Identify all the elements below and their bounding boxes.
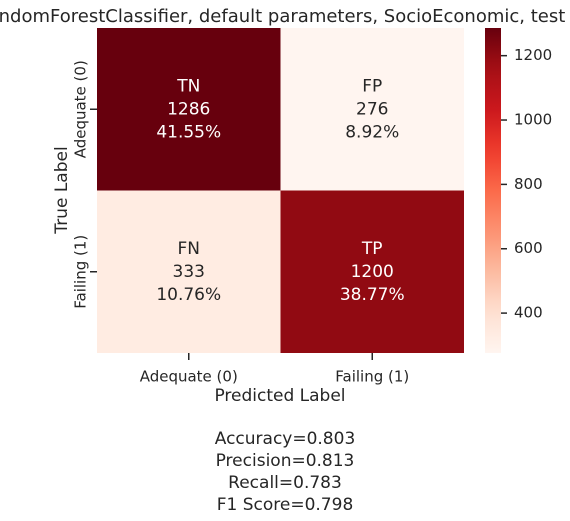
colorbar-tick-label: 1200 <box>514 46 552 64</box>
cell-value: 276 <box>356 99 388 119</box>
colorbar-tick-label: 1000 <box>514 111 552 129</box>
cell-label: FP <box>362 76 382 96</box>
y-tick-label: Failing (1) <box>72 235 90 309</box>
cell-percent: 41.55% <box>156 122 221 142</box>
metric-annotation: F1 Score=0.798 <box>217 495 354 515</box>
cell <box>97 28 281 191</box>
metric-annotation: Recall=0.783 <box>228 473 342 493</box>
chart-title: RandomForestClassifier, default paramete… <box>0 6 570 27</box>
cell-label: FN <box>178 239 201 259</box>
x-tick-label: Adequate (0) <box>140 368 238 386</box>
colorbar-tick-label: 400 <box>514 304 543 322</box>
colorbar-tick-label: 600 <box>514 239 543 257</box>
x-axis-label: Predicted Label <box>214 386 345 406</box>
cell-label: TP <box>361 239 383 259</box>
x-tick-label: Failing (1) <box>335 368 409 386</box>
cell <box>97 190 281 353</box>
cell-percent: 10.76% <box>156 285 221 305</box>
metric-annotation: Precision=0.813 <box>216 451 355 471</box>
colorbar-tick-label: 800 <box>514 175 543 193</box>
y-axis-label: True Label <box>52 146 72 234</box>
cell-label: TN <box>176 76 200 96</box>
cell-value: 1286 <box>167 99 210 119</box>
metric-annotation: Accuracy=0.803 <box>215 429 356 449</box>
cell <box>280 190 464 353</box>
cell-percent: 8.92% <box>345 122 399 142</box>
colorbar <box>485 28 501 353</box>
cell-value: 333 <box>173 262 205 282</box>
cell-percent: 38.77% <box>340 285 405 305</box>
cell <box>280 28 464 191</box>
cell-value: 1200 <box>351 262 394 282</box>
y-tick-label: Adequate (0) <box>72 60 90 158</box>
